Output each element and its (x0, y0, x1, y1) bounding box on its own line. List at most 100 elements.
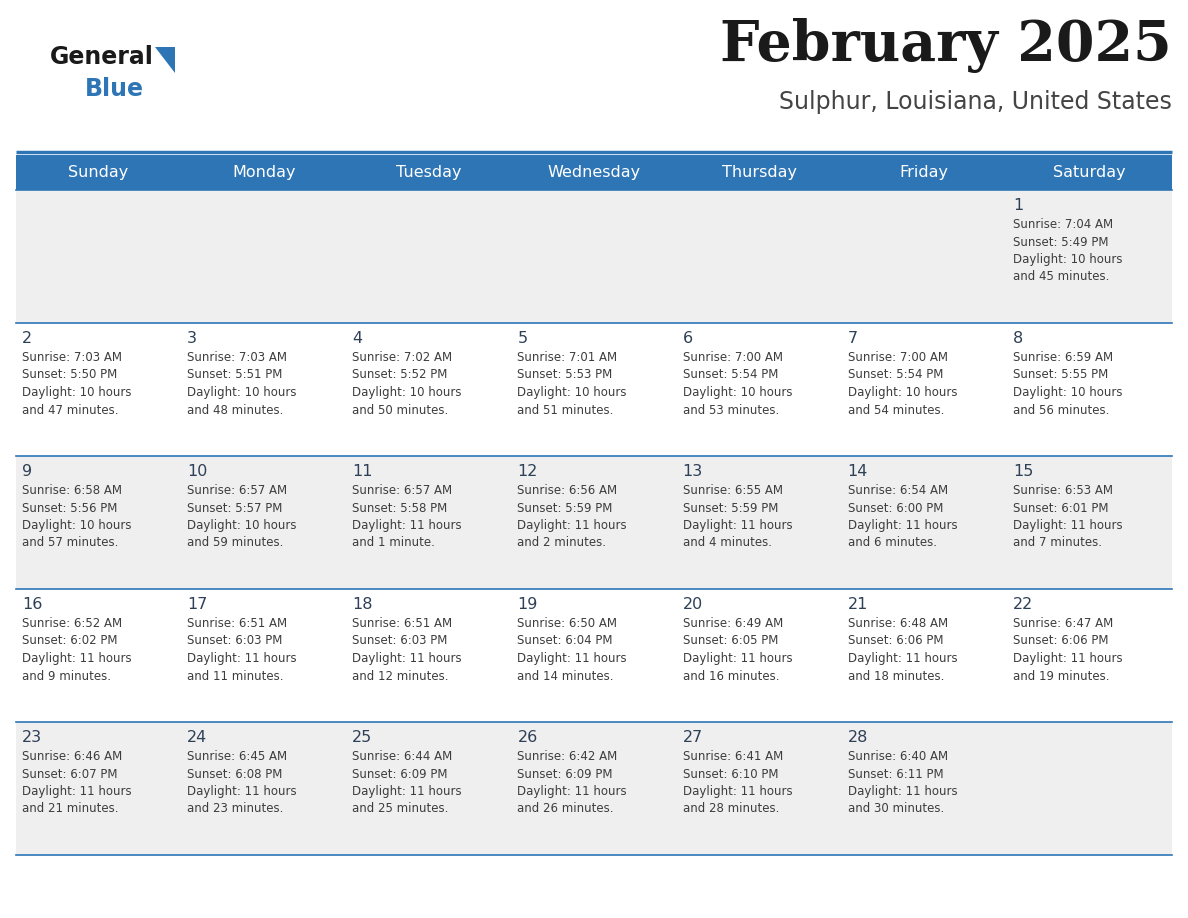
Text: Sunrise: 6:46 AM
Sunset: 6:07 PM
Daylight: 11 hours
and 21 minutes.: Sunrise: 6:46 AM Sunset: 6:07 PM Dayligh… (23, 750, 132, 815)
Bar (1007, 456, 1173, 589)
Bar (677, 155, 842, 190)
Bar (181, 323, 346, 456)
Text: Sunrise: 6:40 AM
Sunset: 6:11 PM
Daylight: 11 hours
and 30 minutes.: Sunrise: 6:40 AM Sunset: 6:11 PM Dayligh… (848, 750, 958, 815)
Text: Sunrise: 7:03 AM
Sunset: 5:50 PM
Daylight: 10 hours
and 47 minutes.: Sunrise: 7:03 AM Sunset: 5:50 PM Dayligh… (23, 351, 132, 417)
Text: 17: 17 (188, 597, 208, 612)
Text: 24: 24 (188, 730, 208, 745)
Bar (346, 456, 511, 589)
Text: Sunday: Sunday (69, 165, 128, 180)
Text: Sunrise: 6:55 AM
Sunset: 5:59 PM
Daylight: 11 hours
and 4 minutes.: Sunrise: 6:55 AM Sunset: 5:59 PM Dayligh… (683, 484, 792, 550)
Bar (346, 589, 511, 722)
Text: Sunrise: 7:00 AM
Sunset: 5:54 PM
Daylight: 10 hours
and 53 minutes.: Sunrise: 7:00 AM Sunset: 5:54 PM Dayligh… (683, 351, 792, 417)
Bar (181, 190, 346, 323)
Text: 9: 9 (23, 464, 32, 479)
Bar (842, 190, 1007, 323)
Text: 1: 1 (1013, 198, 1023, 213)
Text: 11: 11 (353, 464, 373, 479)
Text: Monday: Monday (232, 165, 296, 180)
Text: 4: 4 (353, 331, 362, 346)
Bar (15, 589, 181, 722)
Text: 21: 21 (848, 597, 868, 612)
Text: Sunrise: 6:52 AM
Sunset: 6:02 PM
Daylight: 11 hours
and 9 minutes.: Sunrise: 6:52 AM Sunset: 6:02 PM Dayligh… (23, 617, 132, 682)
Bar (1007, 323, 1173, 456)
Text: 23: 23 (23, 730, 42, 745)
Bar (842, 155, 1007, 190)
Text: 28: 28 (848, 730, 868, 745)
Bar (677, 589, 842, 722)
Text: 2: 2 (23, 331, 32, 346)
Bar (511, 456, 677, 589)
Bar (181, 589, 346, 722)
Text: 22: 22 (1013, 597, 1034, 612)
Bar (511, 323, 677, 456)
Text: Thursday: Thursday (721, 165, 797, 180)
Text: 15: 15 (1013, 464, 1034, 479)
Text: Sunrise: 6:50 AM
Sunset: 6:04 PM
Daylight: 11 hours
and 14 minutes.: Sunrise: 6:50 AM Sunset: 6:04 PM Dayligh… (518, 617, 627, 682)
Text: Sunrise: 6:45 AM
Sunset: 6:08 PM
Daylight: 11 hours
and 23 minutes.: Sunrise: 6:45 AM Sunset: 6:08 PM Dayligh… (188, 750, 297, 815)
Bar (842, 722, 1007, 855)
Text: Sunrise: 6:58 AM
Sunset: 5:56 PM
Daylight: 10 hours
and 57 minutes.: Sunrise: 6:58 AM Sunset: 5:56 PM Dayligh… (23, 484, 132, 550)
Text: 3: 3 (188, 331, 197, 346)
Polygon shape (154, 47, 175, 73)
Bar (1007, 589, 1173, 722)
Bar (346, 155, 511, 190)
Text: Sunrise: 6:56 AM
Sunset: 5:59 PM
Daylight: 11 hours
and 2 minutes.: Sunrise: 6:56 AM Sunset: 5:59 PM Dayligh… (518, 484, 627, 550)
Bar (677, 456, 842, 589)
Text: 25: 25 (353, 730, 373, 745)
Bar (1007, 722, 1173, 855)
Text: Sulphur, Louisiana, United States: Sulphur, Louisiana, United States (779, 90, 1173, 114)
Text: 19: 19 (518, 597, 538, 612)
Text: 18: 18 (353, 597, 373, 612)
Text: 5: 5 (518, 331, 527, 346)
Text: Sunrise: 7:03 AM
Sunset: 5:51 PM
Daylight: 10 hours
and 48 minutes.: Sunrise: 7:03 AM Sunset: 5:51 PM Dayligh… (188, 351, 297, 417)
Text: Sunrise: 6:42 AM
Sunset: 6:09 PM
Daylight: 11 hours
and 26 minutes.: Sunrise: 6:42 AM Sunset: 6:09 PM Dayligh… (518, 750, 627, 815)
Bar (511, 722, 677, 855)
Text: Friday: Friday (899, 165, 949, 180)
Text: 20: 20 (683, 597, 703, 612)
Bar (842, 323, 1007, 456)
Bar (181, 456, 346, 589)
Bar (1007, 190, 1173, 323)
Text: 7: 7 (848, 331, 858, 346)
Text: Sunrise: 6:51 AM
Sunset: 6:03 PM
Daylight: 11 hours
and 12 minutes.: Sunrise: 6:51 AM Sunset: 6:03 PM Dayligh… (353, 617, 462, 682)
Bar (15, 155, 181, 190)
Text: Saturday: Saturday (1053, 165, 1126, 180)
Text: 6: 6 (683, 331, 693, 346)
Bar (677, 190, 842, 323)
Bar (181, 722, 346, 855)
Bar (181, 155, 346, 190)
Text: 13: 13 (683, 464, 703, 479)
Text: Blue: Blue (86, 77, 144, 101)
Text: Sunrise: 6:59 AM
Sunset: 5:55 PM
Daylight: 10 hours
and 56 minutes.: Sunrise: 6:59 AM Sunset: 5:55 PM Dayligh… (1013, 351, 1123, 417)
Bar (677, 722, 842, 855)
Bar (842, 589, 1007, 722)
Text: 26: 26 (518, 730, 538, 745)
Text: Sunrise: 6:47 AM
Sunset: 6:06 PM
Daylight: 11 hours
and 19 minutes.: Sunrise: 6:47 AM Sunset: 6:06 PM Dayligh… (1013, 617, 1123, 682)
Text: Sunrise: 6:49 AM
Sunset: 6:05 PM
Daylight: 11 hours
and 16 minutes.: Sunrise: 6:49 AM Sunset: 6:05 PM Dayligh… (683, 617, 792, 682)
Bar (15, 722, 181, 855)
Bar (15, 456, 181, 589)
Text: General: General (50, 45, 154, 69)
Text: 10: 10 (188, 464, 208, 479)
Text: 12: 12 (518, 464, 538, 479)
Text: Sunrise: 6:54 AM
Sunset: 6:00 PM
Daylight: 11 hours
and 6 minutes.: Sunrise: 6:54 AM Sunset: 6:00 PM Dayligh… (848, 484, 958, 550)
Text: Wednesday: Wednesday (548, 165, 640, 180)
Text: Sunrise: 7:01 AM
Sunset: 5:53 PM
Daylight: 10 hours
and 51 minutes.: Sunrise: 7:01 AM Sunset: 5:53 PM Dayligh… (518, 351, 627, 417)
Text: 14: 14 (848, 464, 868, 479)
Bar (842, 456, 1007, 589)
Text: Sunrise: 6:53 AM
Sunset: 6:01 PM
Daylight: 11 hours
and 7 minutes.: Sunrise: 6:53 AM Sunset: 6:01 PM Dayligh… (1013, 484, 1123, 550)
Text: Sunrise: 6:57 AM
Sunset: 5:58 PM
Daylight: 11 hours
and 1 minute.: Sunrise: 6:57 AM Sunset: 5:58 PM Dayligh… (353, 484, 462, 550)
Text: 8: 8 (1013, 331, 1023, 346)
Text: February 2025: February 2025 (720, 18, 1173, 73)
Text: Sunrise: 6:57 AM
Sunset: 5:57 PM
Daylight: 10 hours
and 59 minutes.: Sunrise: 6:57 AM Sunset: 5:57 PM Dayligh… (188, 484, 297, 550)
Bar (1007, 155, 1173, 190)
Text: Sunrise: 7:02 AM
Sunset: 5:52 PM
Daylight: 10 hours
and 50 minutes.: Sunrise: 7:02 AM Sunset: 5:52 PM Dayligh… (353, 351, 462, 417)
Bar (677, 323, 842, 456)
Bar (15, 190, 181, 323)
Text: Sunrise: 7:04 AM
Sunset: 5:49 PM
Daylight: 10 hours
and 45 minutes.: Sunrise: 7:04 AM Sunset: 5:49 PM Dayligh… (1013, 218, 1123, 284)
Text: Sunrise: 6:51 AM
Sunset: 6:03 PM
Daylight: 11 hours
and 11 minutes.: Sunrise: 6:51 AM Sunset: 6:03 PM Dayligh… (188, 617, 297, 682)
Bar (346, 323, 511, 456)
Text: Sunrise: 6:44 AM
Sunset: 6:09 PM
Daylight: 11 hours
and 25 minutes.: Sunrise: 6:44 AM Sunset: 6:09 PM Dayligh… (353, 750, 462, 815)
Text: Sunrise: 6:48 AM
Sunset: 6:06 PM
Daylight: 11 hours
and 18 minutes.: Sunrise: 6:48 AM Sunset: 6:06 PM Dayligh… (848, 617, 958, 682)
Bar (346, 190, 511, 323)
